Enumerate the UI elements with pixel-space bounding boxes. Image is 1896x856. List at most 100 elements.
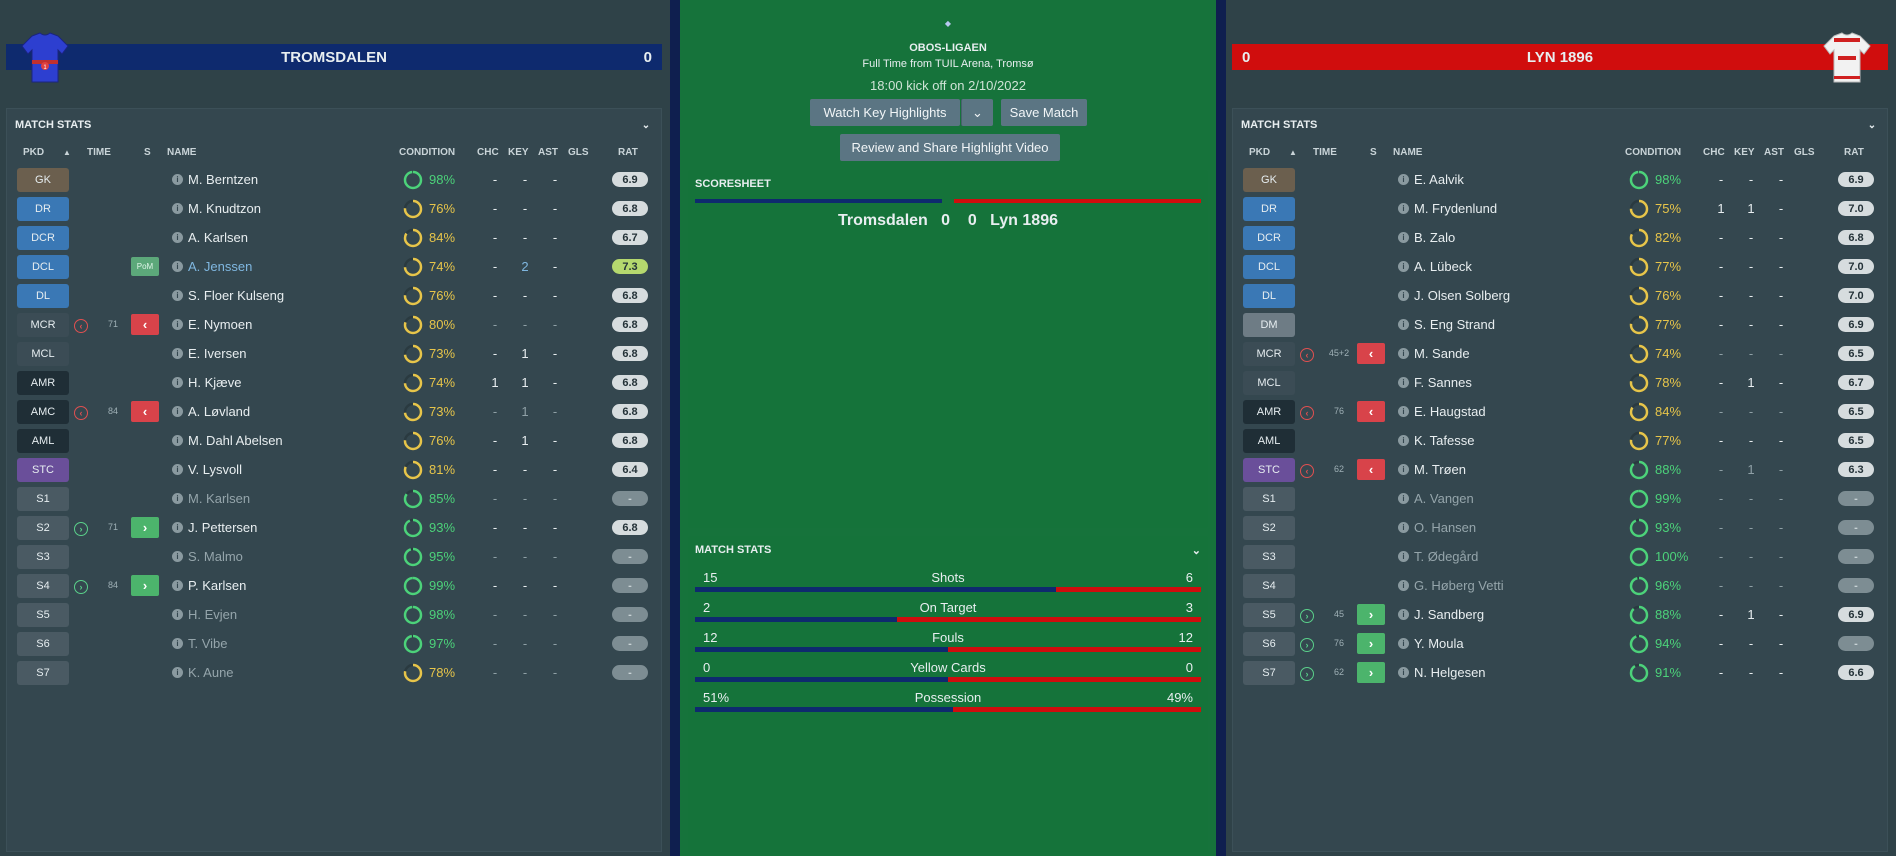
info-icon[interactable]: i (172, 319, 183, 330)
col-ast[interactable]: AST (538, 147, 558, 158)
home-team-banner[interactable]: TROMSDALEN 0 (6, 44, 662, 70)
info-icon[interactable]: i (1398, 261, 1409, 272)
player-row[interactable]: S2 › 71 › i J. Pettersen 93% - - - 6.8 (7, 513, 661, 542)
player-row[interactable]: MCR ‹ 71 ‹ i E. Nymoen 80% - - - 6.8 (7, 310, 661, 339)
col-ast[interactable]: AST (1764, 147, 1784, 158)
player-name[interactable]: E. Aalvik (1414, 172, 1464, 187)
player-name[interactable]: A. Løvland (188, 404, 251, 419)
info-icon[interactable]: i (172, 348, 183, 359)
player-name[interactable]: A. Vangen (1414, 491, 1474, 506)
substituted-off-button[interactable]: ‹ (131, 314, 159, 335)
player-row[interactable]: S6 i T. Vibe 97% - - - - (7, 629, 661, 658)
player-row[interactable]: DL i S. Floer Kulseng 76% - - - 6.8 (7, 281, 661, 310)
player-name[interactable]: M. Knudtzon (188, 201, 261, 216)
col-chc[interactable]: CHC (477, 147, 499, 158)
info-icon[interactable]: i (172, 377, 183, 388)
col-rat[interactable]: RAT (618, 147, 638, 158)
player-row[interactable]: S2 i O. Hansen 93% - - - - (1233, 513, 1887, 542)
centre-stats-header[interactable]: MATCH STATS ⌄ (688, 536, 1208, 565)
info-icon[interactable]: i (1398, 609, 1409, 620)
col-rat[interactable]: RAT (1844, 147, 1864, 158)
player-name[interactable]: E. Iversen (188, 346, 247, 361)
player-name[interactable]: K. Aune (188, 665, 234, 680)
info-icon[interactable]: i (1398, 435, 1409, 446)
player-row[interactable]: S1 i M. Karlsen 85% - - - - (7, 484, 661, 513)
substituted-off-button[interactable]: ‹ (131, 401, 159, 422)
player-name[interactable]: J. Sandberg (1414, 607, 1485, 622)
player-name[interactable]: G. Høberg Vetti (1414, 578, 1504, 593)
player-row[interactable]: DM i S. Eng Strand 77% - - - 6.9 (1233, 310, 1887, 339)
substituted-on-button[interactable]: › (131, 575, 159, 596)
player-name[interactable]: V. Lysvoll (188, 462, 242, 477)
player-row[interactable]: STC ‹ 62 ‹ i M. Trøen 88% - 1 - 6.3 (1233, 455, 1887, 484)
player-row[interactable]: MCR ‹ 45+2 ‹ i M. Sande 74% - - - 6.5 (1233, 339, 1887, 368)
player-name[interactable]: O. Hansen (1414, 520, 1477, 535)
player-row[interactable]: AMC ‹ 84 ‹ i A. Løvland 73% - 1 - 6.8 (7, 397, 661, 426)
info-icon[interactable]: i (1398, 290, 1409, 301)
player-name[interactable]: K. Tafesse (1414, 433, 1475, 448)
col-key[interactable]: KEY (1734, 147, 1755, 158)
player-row[interactable]: S4 i G. Høberg Vetti 96% - - - - (1233, 571, 1887, 600)
info-icon[interactable]: i (1398, 232, 1409, 243)
scoreline-home-name[interactable]: Tromsdalen (838, 212, 928, 229)
player-row[interactable]: S7 › 62 › i N. Helgesen 91% - - - 6.6 (1233, 658, 1887, 687)
player-name[interactable]: B. Zalo (1414, 230, 1456, 245)
col-pkd[interactable]: PKD (1249, 147, 1271, 158)
player-row[interactable]: DL i J. Olsen Solberg 76% - - - 7.0 (1233, 281, 1887, 310)
player-row[interactable]: S3 i T. Ødegård 100% - - - - (1233, 542, 1887, 571)
player-name[interactable]: H. Evjen (188, 607, 238, 622)
player-name[interactable]: A. Karlsen (188, 230, 248, 245)
player-name[interactable]: E. Nymoen (188, 317, 253, 332)
player-row[interactable]: AML i M. Dahl Abelsen 76% - 1 - 6.8 (7, 426, 661, 455)
player-name[interactable]: M. Sande (1414, 346, 1470, 361)
substituted-on-button[interactable]: › (1357, 633, 1385, 654)
col-key[interactable]: KEY (508, 147, 529, 158)
player-row[interactable]: STC i V. Lysvoll 81% - - - 6.4 (7, 455, 661, 484)
player-row[interactable]: DCL i A. Lübeck 77% - - - 7.0 (1233, 252, 1887, 281)
player-name[interactable]: M. Frydenlund (1414, 201, 1498, 216)
info-icon[interactable]: i (172, 609, 183, 620)
player-name[interactable]: J. Olsen Solberg (1414, 288, 1511, 303)
player-row[interactable]: S4 › 84 › i P. Karlsen 99% - - - - (7, 571, 661, 600)
col-condition[interactable]: CONDITION (1625, 147, 1682, 158)
info-icon[interactable]: i (172, 522, 183, 533)
watch-highlights-button[interactable]: Watch Key Highlights (810, 99, 960, 126)
player-row[interactable]: S5 i H. Evjen 98% - - - - (7, 600, 661, 629)
substituted-off-button[interactable]: ‹ (1357, 459, 1385, 480)
info-icon[interactable]: i (1398, 667, 1409, 678)
player-name[interactable]: T. Ødegård (1414, 549, 1479, 564)
info-icon[interactable]: i (172, 493, 183, 504)
player-name[interactable]: Y. Moula (1414, 636, 1464, 651)
info-icon[interactable]: i (172, 580, 183, 591)
player-name[interactable]: N. Helgesen (1414, 665, 1486, 680)
scoreline-away-name[interactable]: Lyn 1896 (990, 212, 1058, 229)
chevron-down-icon[interactable]: ⌄ (1191, 545, 1201, 557)
info-icon[interactable]: i (172, 174, 183, 185)
player-name[interactable]: A. Lübeck (1414, 259, 1472, 274)
info-icon[interactable]: i (172, 638, 183, 649)
review-share-button[interactable]: Review and Share Highlight Video (840, 134, 1060, 161)
info-icon[interactable]: i (1398, 406, 1409, 417)
col-time[interactable]: TIME (87, 147, 111, 158)
col-name[interactable]: NAME (167, 147, 197, 158)
save-match-button[interactable]: Save Match (1001, 99, 1087, 126)
player-row[interactable]: GK i E. Aalvik 98% - - - 6.9 (1233, 165, 1887, 194)
player-row[interactable]: S1 i A. Vangen 99% - - - - (1233, 484, 1887, 513)
player-name[interactable]: T. Vibe (188, 636, 228, 651)
info-icon[interactable]: i (1398, 464, 1409, 475)
player-name[interactable]: J. Pettersen (188, 520, 258, 535)
player-row[interactable]: AMR i H. Kjæve 74% 1 1 - 6.8 (7, 368, 661, 397)
info-icon[interactable]: i (1398, 348, 1409, 359)
player-name[interactable]: E. Haugstad (1414, 404, 1486, 419)
info-icon[interactable]: i (1398, 580, 1409, 591)
player-row[interactable]: S3 i S. Malmo 95% - - - - (7, 542, 661, 571)
substituted-on-button[interactable]: › (1357, 604, 1385, 625)
highlights-dropdown-button[interactable]: ⌄ (961, 99, 993, 126)
col-s[interactable]: S (1370, 147, 1377, 158)
player-name[interactable]: M. Trøen (1414, 462, 1467, 477)
player-name[interactable]: H. Kjæve (188, 375, 242, 390)
player-row[interactable]: GK i M. Berntzen 98% - - - 6.9 (7, 165, 661, 194)
player-name[interactable]: M. Dahl Abelsen (188, 433, 283, 448)
substituted-off-button[interactable]: ‹ (1357, 343, 1385, 364)
col-time[interactable]: TIME (1313, 147, 1337, 158)
